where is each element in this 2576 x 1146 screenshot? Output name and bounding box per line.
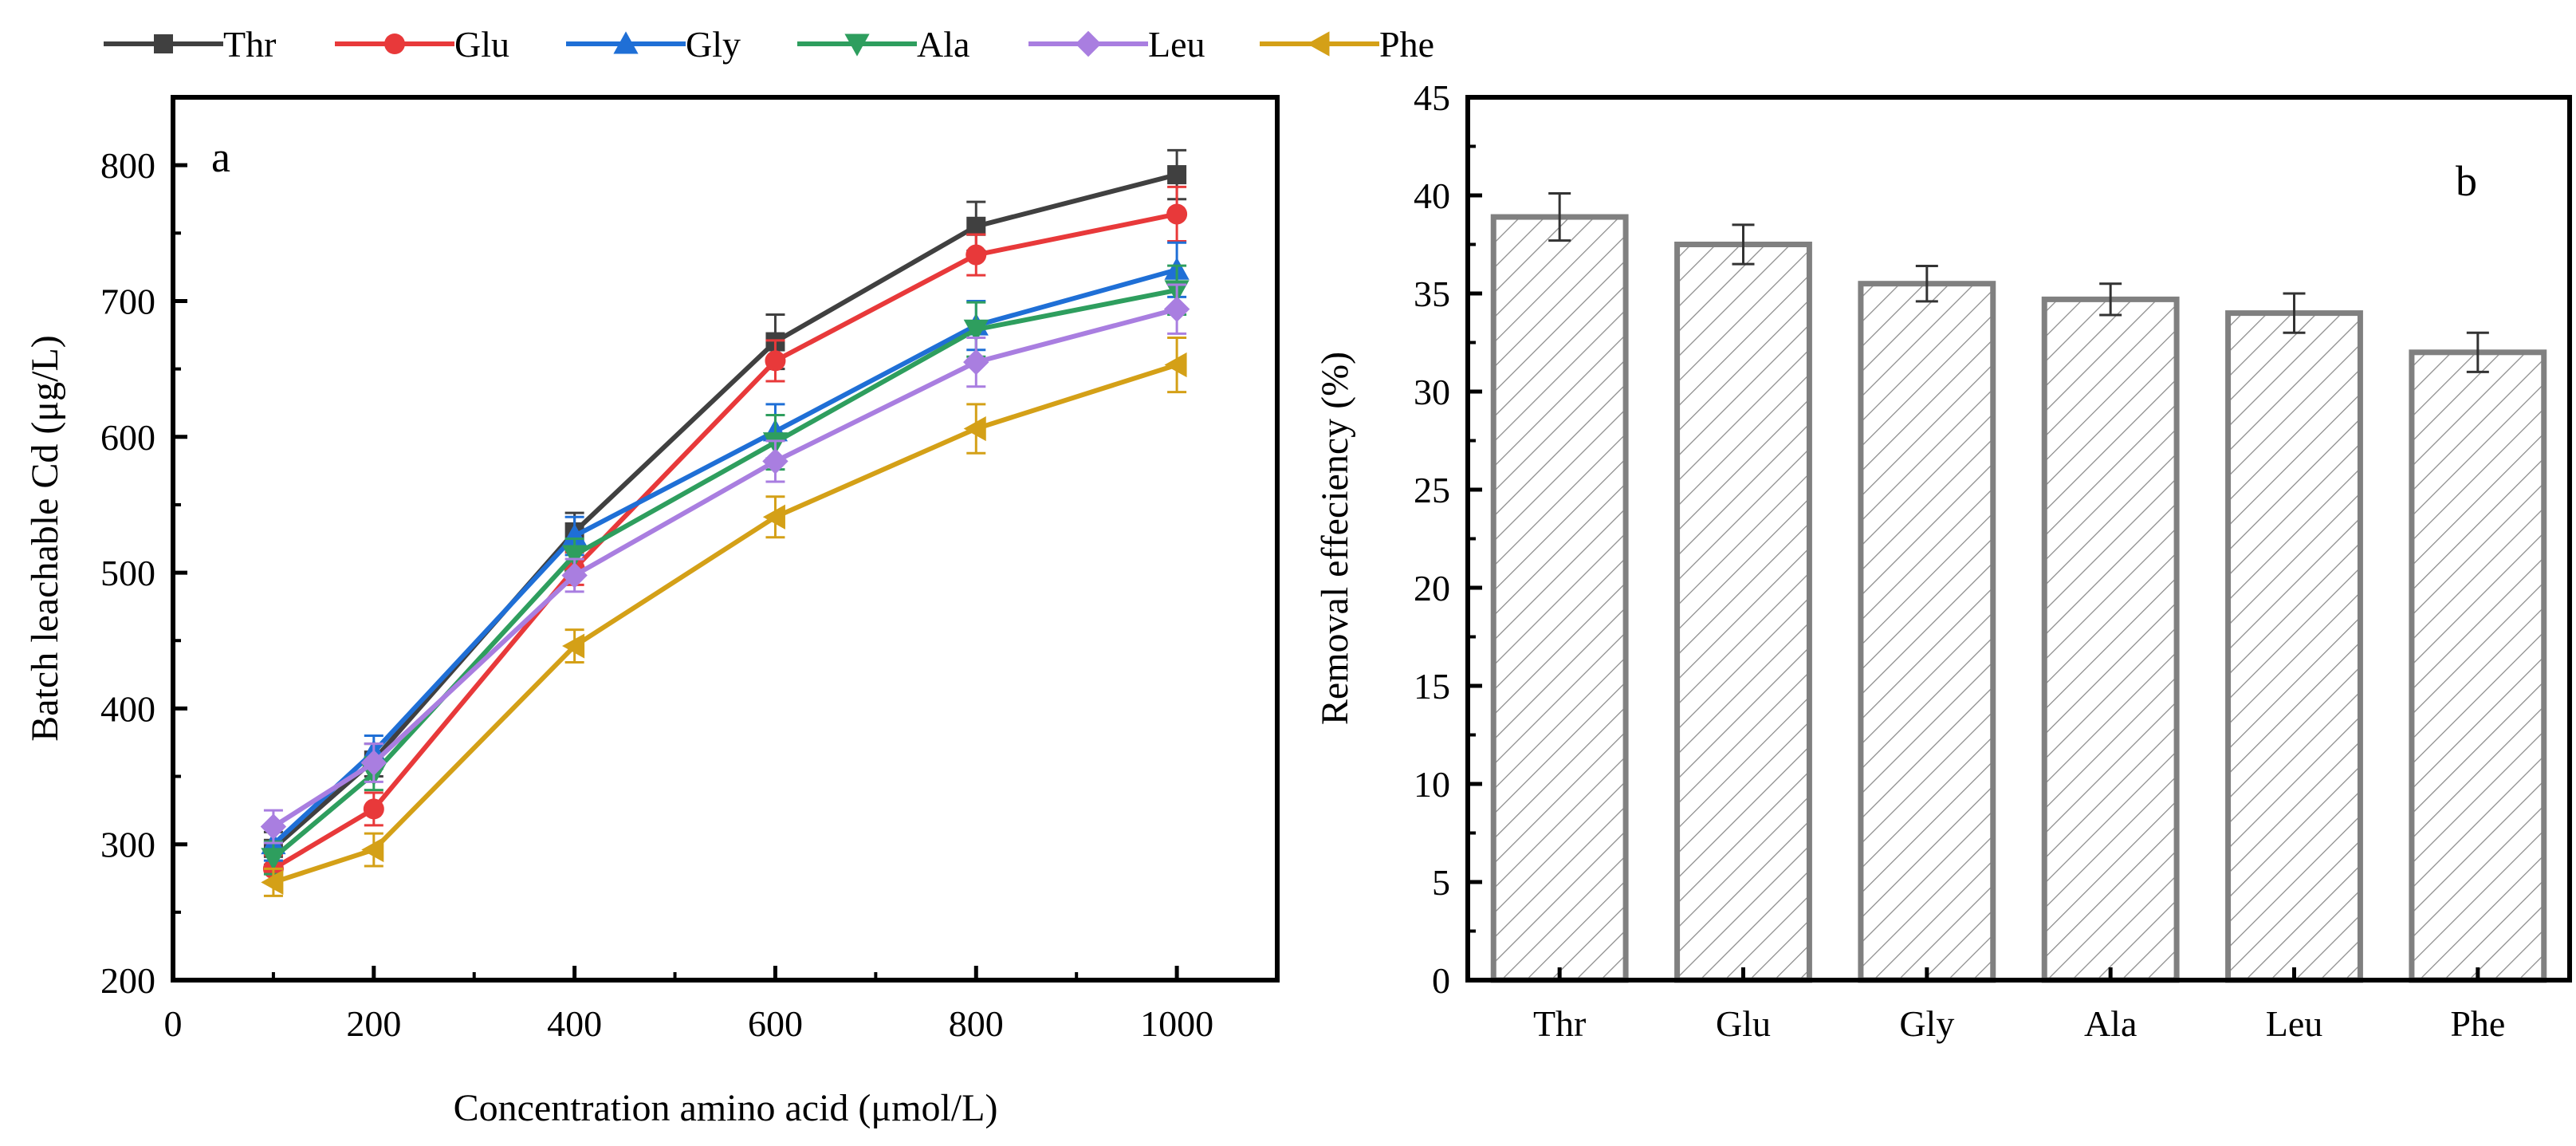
series-phe-point (261, 869, 284, 895)
x-tick-label: 0 (164, 1003, 183, 1044)
legend-leu-marker (1075, 30, 1102, 57)
legend-phe-marker (1307, 31, 1330, 57)
series-ala-point (562, 545, 588, 568)
y-tick-label: 35 (1414, 274, 1450, 314)
series-phe-point (963, 415, 986, 442)
y-tick-label: 800 (100, 145, 155, 186)
y-tick-label: 500 (100, 553, 155, 593)
series-phe-line (272, 362, 1178, 885)
series-leu-point (963, 349, 989, 376)
y-tick-label: 0 (1432, 960, 1450, 1001)
y-tick-label: 25 (1414, 470, 1450, 510)
y-tick-label: 20 (1414, 568, 1450, 608)
series-gly-point (562, 523, 588, 546)
y-tick-label: 30 (1414, 372, 1450, 412)
panel-b-frame (1465, 95, 2572, 983)
panel-b-label: b (2456, 157, 2477, 205)
panel-a-frame (171, 95, 1280, 983)
x-tick-label: 800 (949, 1003, 1004, 1044)
series-gly-line (271, 267, 1178, 846)
x-tick-label-gly: Gly (1899, 1003, 1954, 1044)
bar-thr (1490, 214, 1629, 983)
legend-phe-label: Phe (1379, 24, 1434, 65)
series-phe-point (762, 504, 785, 530)
series-glu-point (363, 798, 384, 820)
series-leu-point (762, 448, 789, 475)
x-tick-label: 1000 (1140, 1003, 1213, 1044)
y-tick-label: 45 (1414, 77, 1450, 118)
series-ala-line (271, 287, 1178, 860)
legend-thr-label: Thr (223, 24, 276, 65)
legend-ala-label: Ala (917, 24, 969, 65)
panel-b-bars (1490, 192, 2547, 983)
series-leu-point (1163, 296, 1190, 322)
y-tick-label: 5 (1432, 862, 1450, 903)
panel-a-x-axis-title: Concentration amino acid (μmol/L) (454, 1087, 998, 1129)
y-tick-label: 700 (100, 281, 155, 321)
series-phe-point (1164, 352, 1187, 378)
panel-b-ticks: Thr Glu Gly Ala Leu Phe 0 5 10 15 20 25 30 35 40 45 (1414, 77, 2505, 1044)
legend-glu-marker (384, 33, 405, 54)
series-thr-point (966, 216, 986, 236)
legend-ala-marker (844, 33, 870, 57)
x-tick-label-leu: Leu (2266, 1003, 2323, 1044)
legend: Thr Glu Gly Ala Leu Phe (104, 24, 1434, 65)
series-glu-point (966, 244, 987, 266)
panel-a-series (260, 148, 1190, 897)
series-phe-point (361, 837, 384, 863)
series-leu-line (272, 306, 1178, 829)
series-leu-point (260, 813, 287, 840)
y-tick-label: 300 (100, 825, 155, 865)
panel-a-y-axis-title: Batch leachable Cd (μg/L) (24, 335, 66, 742)
panel-a-label: a (211, 133, 230, 181)
x-tick-label: 400 (547, 1003, 602, 1044)
series-glu-point (765, 350, 786, 372)
x-tick-label: 200 (346, 1003, 401, 1044)
series-thr-line (271, 172, 1178, 851)
x-tick-label-thr: Thr (1533, 1003, 1586, 1044)
y-tick-label: 15 (1414, 666, 1450, 707)
y-tick-label: 10 (1414, 764, 1450, 805)
panel-b-y-axis-title: Removal effeciency (%) (1314, 352, 1356, 725)
series-ala-point (963, 319, 989, 342)
series-leu-point (561, 562, 588, 589)
series-thr-point (1167, 165, 1187, 185)
legend-gly-label: Gly (686, 24, 741, 65)
y-tick-label: 400 (100, 688, 155, 729)
bar-glu (1674, 242, 1812, 983)
x-tick-label-glu: Glu (1716, 1003, 1771, 1044)
legend-leu-label: Leu (1148, 24, 1205, 65)
series-ala-point (261, 848, 286, 871)
x-tick-label: 600 (748, 1003, 803, 1044)
series-glu-point (1166, 203, 1188, 225)
series-phe-point (562, 633, 585, 659)
bar-gly (1858, 281, 1996, 983)
x-tick-label-phe: Phe (2450, 1003, 2505, 1044)
series-glu-line (272, 211, 1178, 871)
y-tick-label: 600 (100, 417, 155, 458)
y-tick-label: 200 (100, 960, 155, 1001)
series-leu-point (360, 750, 387, 776)
legend-gly-marker (613, 31, 639, 54)
legend-glu-label: Glu (454, 24, 509, 65)
y-tick-label: 40 (1414, 175, 1450, 216)
x-tick-label-ala: Ala (2084, 1003, 2137, 1044)
chart-panel-b: Thr Glu Gly Ala Leu Phe 0 5 10 15 20 25 30 35 40 45 b R… (1314, 77, 2572, 1044)
bar-phe (2409, 349, 2547, 983)
bar-leu (2225, 310, 2363, 983)
bar-ala (2041, 296, 2180, 983)
legend-thr-marker (154, 34, 173, 53)
